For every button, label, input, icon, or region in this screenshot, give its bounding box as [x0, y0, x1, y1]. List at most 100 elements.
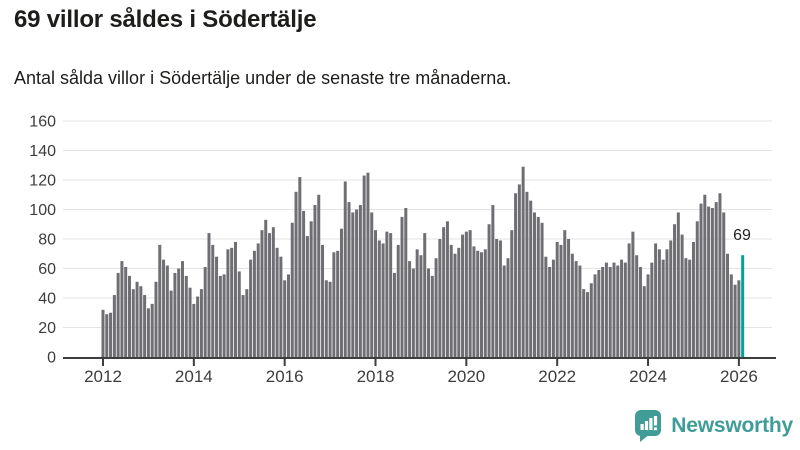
y-tick-label: 40 [38, 291, 56, 308]
bar [559, 244, 563, 357]
bar [305, 236, 309, 357]
bar [139, 286, 143, 357]
bar [105, 314, 109, 357]
newsworthy-logo[interactable]: Newsworthy [634, 409, 793, 443]
bar [196, 296, 200, 357]
bar [169, 290, 173, 358]
x-tick-label: 2022 [538, 367, 576, 386]
y-tick-label: 120 [29, 173, 56, 190]
bar [726, 253, 730, 357]
bar [192, 303, 196, 357]
bar [400, 216, 404, 358]
bar [563, 230, 567, 357]
bar [597, 269, 601, 357]
bar [517, 184, 521, 357]
bar [710, 208, 714, 357]
bar [321, 244, 325, 357]
bar [203, 267, 207, 357]
bar [536, 216, 540, 358]
bar [256, 243, 260, 357]
bar [718, 193, 722, 357]
bar [332, 252, 336, 357]
bar [135, 281, 139, 357]
bar [548, 267, 552, 357]
bar [283, 280, 287, 357]
bar [271, 227, 275, 357]
bar [480, 252, 483, 357]
y-tick-label: 60 [38, 261, 56, 278]
bar [355, 209, 359, 357]
bar [491, 205, 495, 357]
bar [722, 212, 726, 357]
bar [461, 234, 465, 357]
bar [502, 265, 506, 357]
bar [207, 233, 211, 357]
x-tick-label: 2020 [447, 367, 485, 386]
bar [286, 274, 290, 357]
bar [434, 258, 438, 357]
bar [370, 212, 374, 357]
bar [374, 230, 378, 357]
bar [324, 280, 328, 357]
bar [249, 259, 253, 357]
bar [377, 240, 381, 357]
bar [476, 250, 480, 357]
x-tick-label: 2024 [629, 367, 667, 386]
bar [525, 191, 529, 357]
bar [131, 289, 135, 357]
bar [343, 181, 347, 357]
bar [317, 194, 321, 357]
bar [570, 253, 574, 357]
y-tick-label: 100 [29, 202, 56, 219]
bar [226, 249, 230, 357]
bar [237, 271, 241, 357]
bar [510, 230, 514, 357]
bar [483, 249, 487, 357]
bar [620, 259, 624, 357]
bar [180, 261, 184, 358]
bar [275, 247, 279, 357]
bar [347, 202, 351, 358]
bar [691, 241, 695, 357]
bar [143, 295, 147, 357]
bar [396, 244, 400, 357]
bar [657, 249, 661, 357]
bar [268, 233, 272, 357]
y-tick-label: 140 [29, 143, 56, 160]
bar [112, 295, 116, 357]
bar [449, 244, 453, 357]
bar [411, 268, 415, 357]
bar [245, 289, 249, 357]
bar [529, 200, 533, 357]
bar [699, 203, 703, 357]
bar [279, 256, 283, 357]
bar [309, 221, 313, 357]
bar [260, 230, 264, 357]
bar [555, 241, 559, 357]
bar [567, 239, 571, 357]
y-tick-label: 160 [29, 114, 56, 131]
bar [385, 231, 389, 358]
bar [199, 289, 203, 357]
bar [608, 267, 612, 357]
bar [582, 289, 586, 357]
bar [612, 262, 616, 357]
bar [650, 262, 654, 357]
bar [707, 206, 711, 357]
bar [241, 295, 245, 357]
bar [669, 240, 673, 357]
bar [419, 255, 423, 357]
bar [290, 222, 294, 357]
bar [154, 281, 158, 357]
bar [574, 261, 578, 358]
bar [381, 243, 385, 357]
x-tick-label: 2026 [720, 367, 758, 386]
bar [392, 272, 396, 357]
bar [642, 286, 646, 357]
bar [551, 259, 555, 357]
bar [222, 274, 226, 357]
bar [430, 275, 434, 358]
bar [362, 175, 366, 357]
bar [623, 262, 627, 357]
bar [233, 241, 237, 357]
